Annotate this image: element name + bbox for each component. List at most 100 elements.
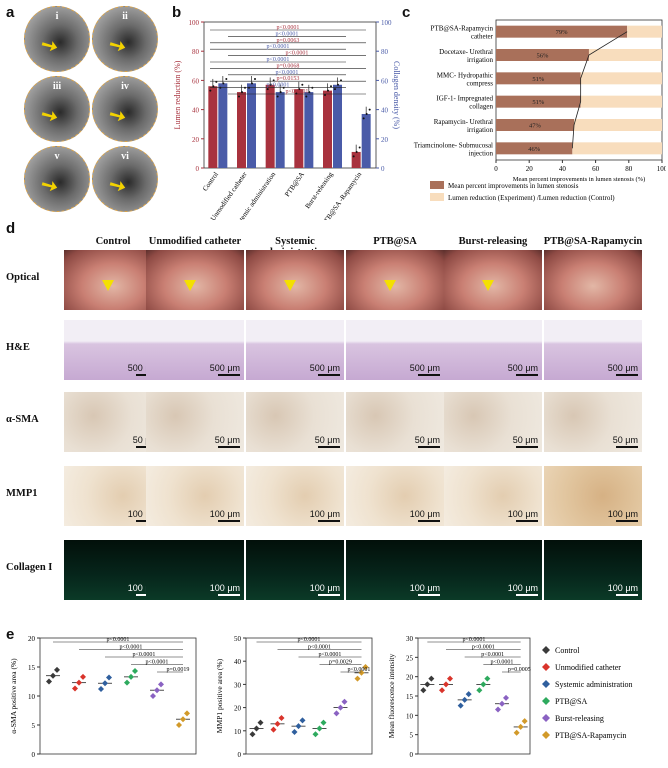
y-tick-label: 40 <box>234 658 242 666</box>
scale-bar-label: 100 μm <box>607 583 638 593</box>
scale-bar-line <box>318 594 340 596</box>
scale-bar-label: 50 μm <box>612 435 638 445</box>
scale-bar-line <box>318 374 340 376</box>
image-label: iii <box>52 81 62 92</box>
panel-label-e: e <box>6 626 15 643</box>
y-tick-label: 60 <box>192 77 200 85</box>
arrow-icon: ➘ <box>104 32 131 60</box>
arrow-icon: ➘ <box>104 172 131 200</box>
fluoroscopy-image: i ➘ <box>24 6 90 72</box>
data-point <box>241 91 243 94</box>
data-point <box>354 675 361 682</box>
image-label: i <box>55 11 59 22</box>
image-label: ii <box>122 11 128 22</box>
scale-bar: 100 μm <box>210 583 240 596</box>
legend-label: Systemic administration <box>555 680 633 689</box>
p-value-label: p<0.0001 <box>463 637 486 643</box>
data-point <box>98 686 104 693</box>
data-point <box>330 85 332 88</box>
scale-bar-label: 500 μm <box>127 363 158 373</box>
p-value-label: p<0.0001 <box>277 25 300 31</box>
data-point <box>222 82 225 85</box>
arrowhead-icon <box>184 280 196 291</box>
data-point <box>176 722 182 728</box>
data-point <box>54 666 60 673</box>
bar-remainder <box>580 72 662 85</box>
panel-label-a: a <box>6 4 15 21</box>
scale-bar: 100 μm <box>210 509 240 522</box>
micrograph-tile: 100 μm <box>544 540 642 600</box>
scale-bar: 100 μm <box>508 583 538 596</box>
y-tick-label: 5 <box>410 732 414 740</box>
data-point <box>439 687 445 694</box>
bar-remainder <box>627 25 662 38</box>
scale-bar: 100 μm <box>508 509 538 522</box>
bar-remainder <box>574 119 662 131</box>
scale-bar-label: 100 μm <box>507 509 538 519</box>
data-point <box>312 731 319 738</box>
x-tick-label: Control <box>201 171 220 193</box>
y2-tick-label: 80 <box>381 48 389 56</box>
arrowhead-icon <box>284 280 296 291</box>
bar-improvement <box>496 49 589 61</box>
scale-bar: 500 μm <box>310 363 340 376</box>
data-point <box>368 108 371 111</box>
panel-label-d: d <box>6 220 16 237</box>
micrograph-tile: 100 μm <box>246 540 344 600</box>
scale-bar-line <box>418 594 440 596</box>
y-category-label: collagen <box>469 103 493 111</box>
scale-bar: 50 μm <box>415 435 440 448</box>
data-point <box>420 687 427 694</box>
p-value-label: p=0.0005 <box>508 667 531 673</box>
y-axis-label: Lumen reduction (%) <box>173 60 182 129</box>
bar <box>351 151 361 168</box>
data-point <box>270 726 277 733</box>
row-header: H&E <box>6 342 30 353</box>
data-point <box>305 95 308 98</box>
legend-label: PTB@SA <box>555 697 587 706</box>
data-point <box>513 729 520 736</box>
scale-bar-line <box>418 374 440 376</box>
scale-bar-label: 50 μm <box>512 435 538 445</box>
data-point <box>337 83 339 86</box>
p-value-label: p<0.0001 <box>481 652 504 658</box>
y-tick-label: 50 <box>234 635 242 643</box>
scale-bar-label: 500 μm <box>309 363 340 373</box>
data-point <box>447 675 453 682</box>
bar-value-label: 51% <box>532 76 545 83</box>
micrograph-tile <box>146 250 244 310</box>
data-point <box>257 719 264 726</box>
data-point <box>46 678 52 685</box>
bar-value-label: 56% <box>537 53 550 60</box>
arrow-icon: ➘ <box>36 32 63 60</box>
micrograph-tile: 50 μm <box>444 392 542 452</box>
panel-label-b: b <box>172 4 182 21</box>
row-header: Collagen I <box>6 562 53 573</box>
plot-frame <box>495 19 663 161</box>
scale-bar-label: 100 μm <box>507 583 538 593</box>
y-tick-label: 40 <box>192 107 200 115</box>
micrograph-tile: 500 μm <box>146 320 244 380</box>
p-value-label: p<0.0001 <box>107 637 130 643</box>
legend-label: Lumen reduction (Experiment) /Lumen redu… <box>448 194 615 202</box>
legend-marker <box>542 680 550 688</box>
data-point <box>124 679 130 686</box>
plot-frame <box>245 637 373 755</box>
legend-label: PTB@SA-Rapamycin <box>555 731 626 740</box>
y-tick-label: 0 <box>238 751 242 759</box>
bar <box>304 92 314 168</box>
legend-label: Burst-releasing <box>555 714 604 723</box>
scale-bar: 100 μm <box>410 509 440 522</box>
data-point <box>324 94 326 96</box>
column-header: PTB@SA-Rapamycin <box>543 236 643 247</box>
bar <box>208 86 218 168</box>
legend-label: Mean percent improvements in lumen steno… <box>448 182 579 190</box>
column-header: Burst-releasing <box>458 236 528 247</box>
bar-improvement <box>496 25 628 38</box>
data-point <box>362 664 369 670</box>
panel-label-c: c <box>402 4 411 21</box>
bar-remainder <box>588 49 662 61</box>
y-category-label: irrigation <box>467 126 494 134</box>
data-point <box>274 720 281 727</box>
